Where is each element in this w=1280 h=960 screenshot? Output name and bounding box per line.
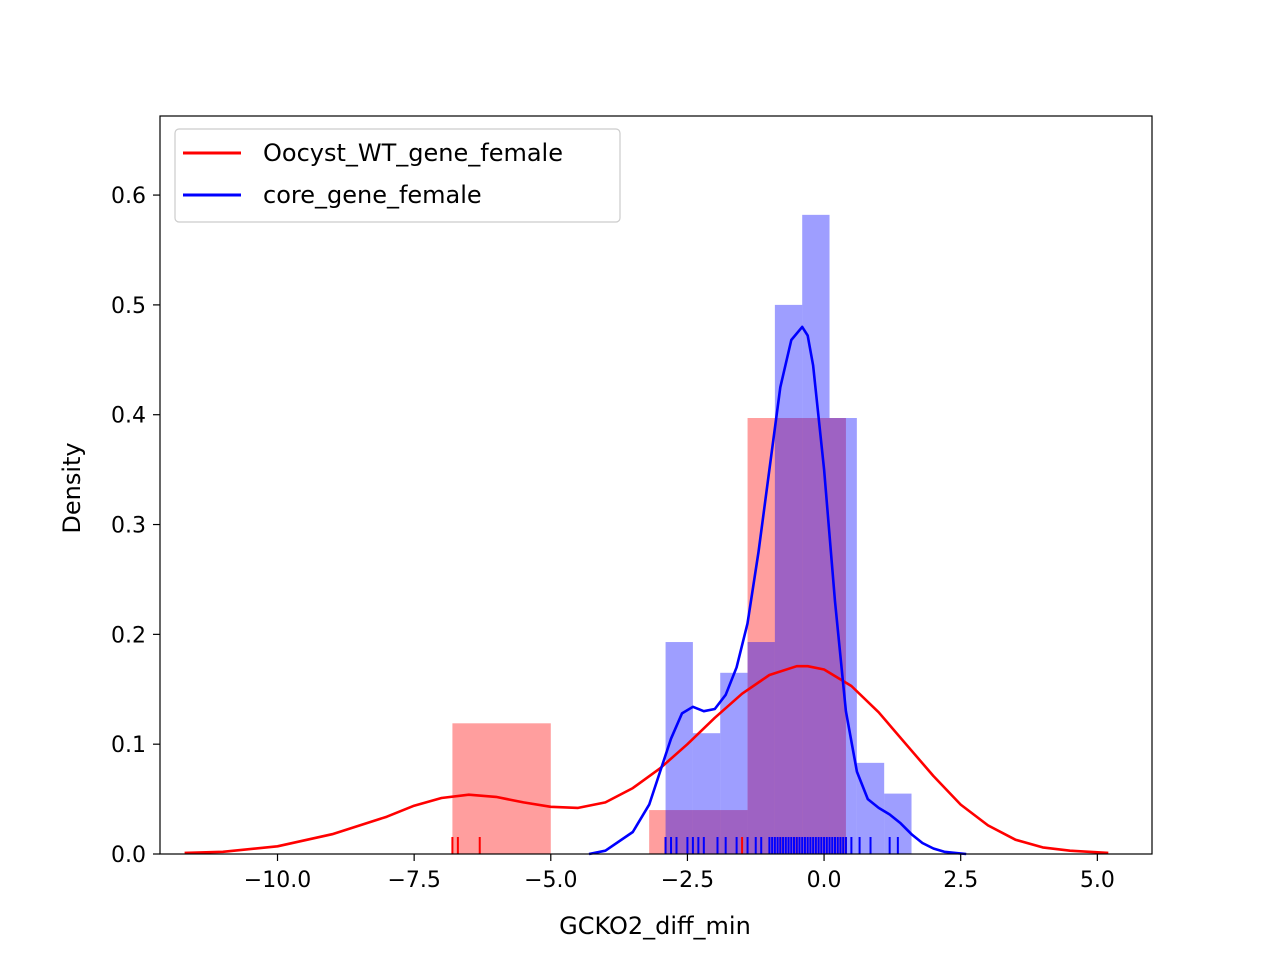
x-tick-label-6: 5.0 — [1080, 868, 1115, 893]
x-tick-label-3: −2.5 — [661, 868, 714, 893]
y-tick-label-2: 0.2 — [111, 623, 146, 648]
hist-bar-s1-b4 — [774, 304, 803, 855]
x-tick-label-1: −7.5 — [387, 868, 440, 893]
x-tick-label-4: 0.0 — [807, 868, 842, 893]
x-tick-label-0: −10.0 — [244, 868, 311, 893]
y-tick-label-3: 0.3 — [111, 514, 146, 539]
kde-line-s0 — [184, 664, 1109, 855]
y-tick-label-1: 0.1 — [111, 733, 146, 758]
hist-bar-s1-b5 — [802, 214, 830, 854]
hist-bar-s1-b0 — [665, 642, 693, 854]
y-tick-label-6: 0.6 — [111, 184, 146, 209]
histogram-bars — [452, 214, 912, 855]
x-axis-ticks: −10.0 −7.5 −5.0 −2.5 0.0 2.5 5.0 — [244, 854, 1115, 893]
hist-bar-s0-b0 — [452, 723, 551, 854]
kde-line-s1 — [588, 325, 967, 856]
y-tick-label-4: 0.4 — [111, 404, 146, 429]
legend-box — [174, 128, 621, 223]
x-tick-label-2: −5.0 — [524, 868, 577, 893]
x-axis-label: GCKO2_diff_min — [559, 912, 751, 940]
kde-curves — [184, 325, 1109, 856]
y-axis-ticks: 0.0 0.1 0.2 0.3 0.4 0.5 0.6 — [111, 184, 160, 868]
hist-bar-s1-b2 — [720, 672, 748, 854]
hist-bar-s1-b6 — [829, 418, 857, 854]
y-axis-label: Density — [58, 442, 86, 533]
legend-label-core: core_gene_female — [263, 181, 482, 209]
hist-bar-s1-b1 — [692, 733, 721, 854]
plot-frame — [159, 115, 1153, 855]
hist-bar-s1-b3 — [747, 642, 775, 854]
hist-bar-s0-b3 — [747, 418, 846, 854]
y-tick-label-5: 0.5 — [111, 294, 146, 319]
legend-label-oocyst: Oocyst_WT_gene_female — [263, 139, 563, 167]
y-tick-label-0: 0.0 — [111, 843, 146, 868]
legend: Oocyst_WT_gene_female core_gene_female — [174, 128, 621, 223]
x-tick-label-5: 2.5 — [943, 868, 978, 893]
rug-marks — [451, 837, 899, 854]
